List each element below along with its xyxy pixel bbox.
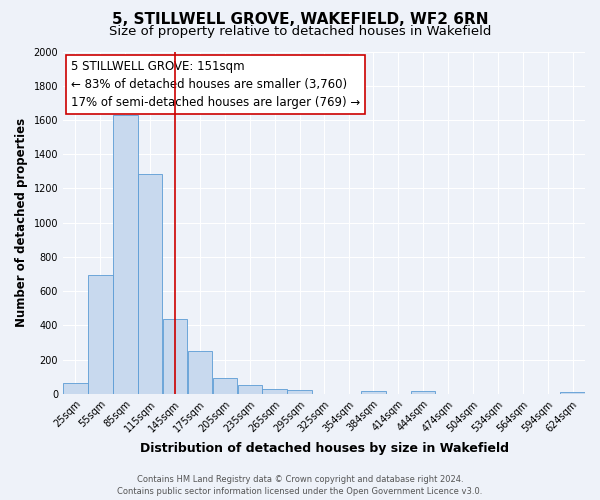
Text: Contains HM Land Registry data © Crown copyright and database right 2024.
Contai: Contains HM Land Registry data © Crown c… xyxy=(118,474,482,496)
Bar xyxy=(238,385,262,394)
Bar xyxy=(560,392,585,394)
Text: 5 STILLWELL GROVE: 151sqm
← 83% of detached houses are smaller (3,760)
17% of se: 5 STILLWELL GROVE: 151sqm ← 83% of detac… xyxy=(71,60,360,109)
Bar xyxy=(188,351,212,394)
Text: 5, STILLWELL GROVE, WAKEFIELD, WF2 6RN: 5, STILLWELL GROVE, WAKEFIELD, WF2 6RN xyxy=(112,12,488,28)
Bar xyxy=(411,392,436,394)
Text: Size of property relative to detached houses in Wakefield: Size of property relative to detached ho… xyxy=(109,25,491,38)
Bar xyxy=(361,392,386,394)
X-axis label: Distribution of detached houses by size in Wakefield: Distribution of detached houses by size … xyxy=(140,442,509,455)
Y-axis label: Number of detached properties: Number of detached properties xyxy=(15,118,28,328)
Bar xyxy=(163,318,187,394)
Bar xyxy=(63,383,88,394)
Bar xyxy=(287,390,312,394)
Bar xyxy=(113,115,137,394)
Bar xyxy=(212,378,237,394)
Bar xyxy=(88,275,113,394)
Bar xyxy=(262,389,287,394)
Bar xyxy=(138,174,163,394)
